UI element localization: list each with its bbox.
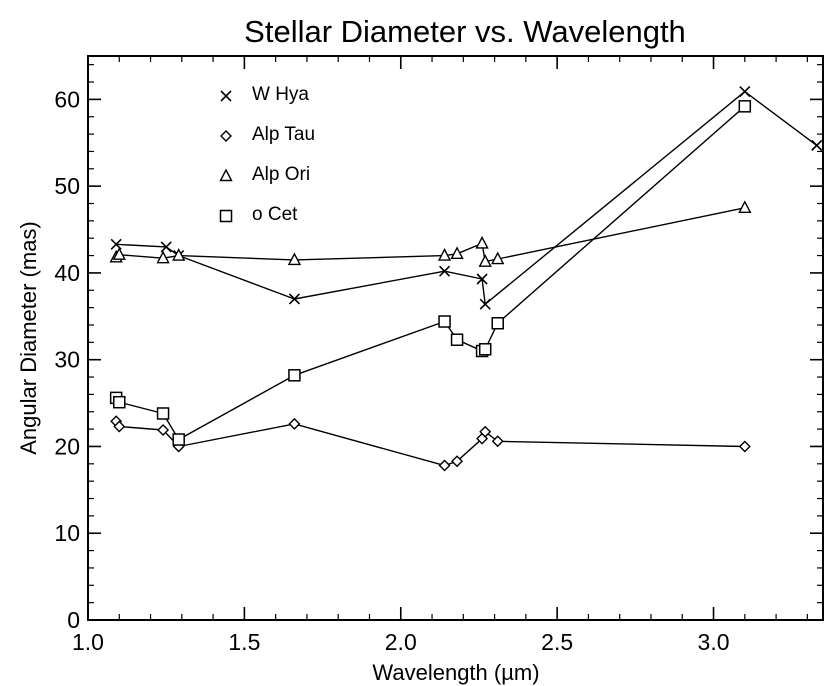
data-point-w-hya <box>160 241 172 253</box>
data-point-alp-tau <box>479 425 492 438</box>
data-point-w-hya <box>479 298 491 310</box>
data-point-alp-ori <box>287 252 302 266</box>
y-tick-label: 20 <box>54 433 80 459</box>
data-point-o-cet <box>156 407 170 420</box>
data-point-w-hya <box>811 139 823 151</box>
data-point-alp-ori <box>156 250 170 264</box>
x-tick-label: 2.0 <box>385 629 417 655</box>
series-line-w-hya-2 <box>484 90 818 305</box>
series-lines <box>115 90 818 467</box>
x-tick-label: 1.0 <box>72 629 104 655</box>
legend-marker-alp-tau <box>220 130 232 142</box>
series-line-alp-ori-1 <box>115 207 745 263</box>
legend-label-o-cet: o Cet <box>252 204 298 225</box>
data-point-w-hya-stroke-b <box>811 139 823 151</box>
y-axis-label: Angular Diameter (mas) <box>16 221 41 455</box>
axis-ticks: 0 10 20 30 40 50 60 1.0 1.5 2.0 2.5 3.0 <box>54 56 823 655</box>
legend-label-alp-ori: Alp Ori <box>252 164 310 185</box>
data-point-w-hya-stroke-b <box>438 265 451 277</box>
y-tick-label: 30 <box>54 347 80 373</box>
y-tick-label: 60 <box>54 86 80 112</box>
data-point-o-cet <box>438 315 451 328</box>
y-tick-label: 50 <box>54 173 80 199</box>
data-point-o-cet <box>491 316 504 330</box>
data-point-alp-tau <box>113 420 126 433</box>
data-point-w-hya-stroke-b <box>288 293 300 305</box>
data-point-alp-tau <box>157 423 170 436</box>
data-point-o-cet <box>478 343 492 356</box>
data-point-alp-tau <box>451 455 464 468</box>
data-point-alp-ori <box>437 248 452 261</box>
series-line-o-cet-1 <box>115 105 746 441</box>
data-point-w-hya <box>739 86 751 98</box>
data-point-w-hya-stroke-b <box>160 241 172 253</box>
y-tick-label: 10 <box>54 520 80 546</box>
data-point-alp-ori <box>112 247 126 260</box>
data-point-w-hya <box>438 265 451 277</box>
data-point-o-cet <box>172 433 185 446</box>
legend: W Hya Alp Tau Alp Ori o Cet <box>219 84 315 225</box>
x-axis-label: Wavelength (µm) <box>372 660 539 685</box>
x-tick-label: 2.5 <box>541 629 573 655</box>
data-point-alp-ori <box>475 235 489 249</box>
series-line-alp-tau-1 <box>115 420 745 467</box>
data-point-alp-ori <box>478 254 492 267</box>
data-point-w-hya-stroke-b <box>110 238 122 250</box>
legend-marker-alp-ori <box>219 168 233 182</box>
data-point-w-hya <box>288 293 300 305</box>
data-point-alp-tau <box>438 459 451 472</box>
series-line-w-hya-1 <box>116 243 486 305</box>
x-tick-label: 3.0 <box>698 629 730 655</box>
legend-marker-o-cet <box>219 209 233 223</box>
x-tick-label: 1.5 <box>228 629 260 655</box>
data-point-alp-tau <box>738 440 751 453</box>
data-point-o-cet <box>288 369 301 382</box>
legend-label-w-hya: W Hya <box>252 84 309 105</box>
y-tick-label: 40 <box>54 260 80 286</box>
data-point-o-cet <box>738 100 752 113</box>
legend-marker-w-hya-stroke-b <box>220 90 232 102</box>
data-point-w-hya <box>476 273 488 285</box>
y-tick-label: 0 <box>67 607 80 633</box>
legend-marker-w-hya <box>220 90 232 102</box>
data-point-alp-ori <box>491 251 505 265</box>
series-markers <box>109 86 823 472</box>
chart-title: Stellar Diameter vs. Wavelength <box>244 14 686 49</box>
legend-label-alp-tau: Alp Tau <box>252 124 315 145</box>
data-point-alp-tau <box>288 417 301 430</box>
plot-frame <box>87 55 824 621</box>
data-point-o-cet <box>450 333 464 346</box>
data-point-alp-ori <box>450 246 464 260</box>
data-point-alp-tau <box>491 435 504 448</box>
data-point-alp-ori <box>738 200 752 214</box>
data-point-w-hya-stroke-b <box>476 273 488 285</box>
data-point-w-hya-stroke-b <box>739 86 751 98</box>
data-point-alp-ori <box>172 248 186 261</box>
data-point-w-hya-stroke-b <box>479 298 491 310</box>
data-point-o-cet <box>113 395 126 409</box>
